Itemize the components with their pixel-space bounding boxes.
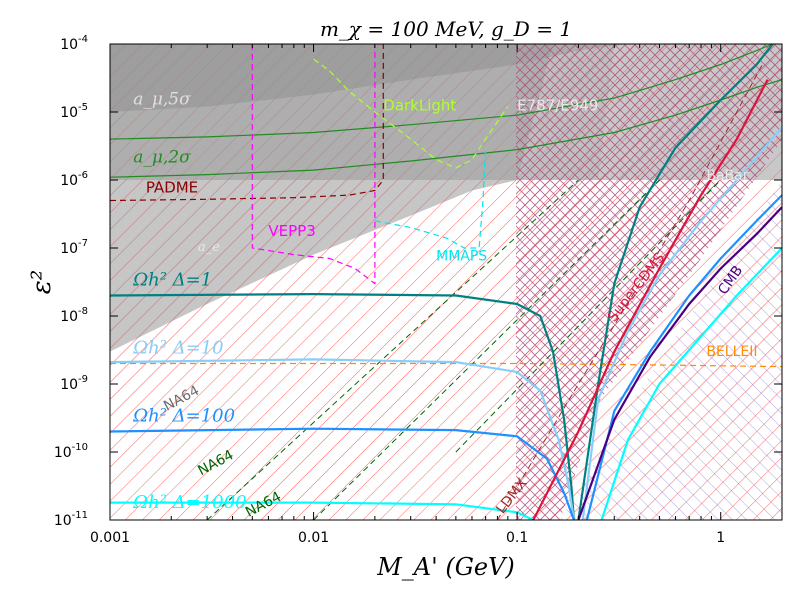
y-tick-exponent: -9 bbox=[78, 374, 88, 385]
plot-frame bbox=[109, 43, 783, 521]
label-a-e: a_e bbox=[198, 240, 220, 255]
y-tick-exponent: -10 bbox=[72, 442, 88, 453]
series-a-mu-2sigma-lower bbox=[110, 79, 782, 178]
y-tick-label: 10-10 bbox=[54, 442, 88, 461]
y-tick-exponent: -11 bbox=[72, 510, 88, 521]
series-na64-3 bbox=[455, 179, 722, 453]
label-omega-10: Ωh² Δ=10 bbox=[132, 338, 223, 359]
label-padme: PADME bbox=[146, 179, 198, 197]
y-tick-label: 10-8 bbox=[60, 306, 88, 325]
x-tick-label: 1 bbox=[716, 530, 725, 546]
series-omega-1000 bbox=[110, 501, 534, 520]
x-tick-label: 0.01 bbox=[298, 530, 329, 546]
series-omega-10 bbox=[110, 358, 575, 520]
x-tick-label: 0.001 bbox=[90, 530, 130, 546]
y-tick-exponent: -4 bbox=[78, 34, 88, 45]
x-axis-label: M_A' (GeV) bbox=[376, 553, 515, 581]
label-a-mu-5sigma: a_μ,5σ bbox=[133, 89, 191, 109]
label-darklight: DarkLight bbox=[383, 97, 456, 115]
series-omega-1000-right bbox=[600, 247, 782, 520]
label-e787: E787/E949 bbox=[517, 97, 598, 115]
series-mmaps bbox=[374, 147, 487, 249]
supercdms-hatch-region bbox=[560, 180, 782, 520]
label-babar: BaBar bbox=[706, 168, 748, 184]
plot-area: a_μ,5σ a_μ,2σ PADME DarkLight E787/E949 BaBar… bbox=[110, 44, 782, 520]
label-a-mu-2sigma: a_μ,2σ bbox=[133, 148, 191, 168]
label-mmaps: MMAPS bbox=[436, 249, 487, 265]
x-axis-ticks: 0.001 0.01 0.1 1 bbox=[90, 44, 783, 546]
y-tick-exponent: -8 bbox=[78, 306, 88, 317]
y-tick-exponent: -5 bbox=[78, 102, 88, 113]
ldmx-hatch-region bbox=[516, 44, 782, 520]
y-tick-label: 10-5 bbox=[60, 102, 88, 121]
x-tick-label: 0.1 bbox=[506, 530, 528, 546]
label-omega-1: Ωh² Δ=1 bbox=[132, 270, 212, 291]
series-omega-10-right bbox=[581, 126, 782, 520]
y-tick-label: 10-11 bbox=[54, 510, 88, 529]
series-supercdms bbox=[532, 79, 769, 520]
series-darklight bbox=[313, 58, 509, 169]
series-omega-1-right bbox=[577, 44, 774, 520]
label-omega-1000: Ωh² Δ=1000 bbox=[132, 492, 246, 513]
label-belleii: BELLEII bbox=[706, 344, 757, 360]
y-tick-label: 10-9 bbox=[60, 374, 88, 393]
series-vepp3 bbox=[251, 44, 376, 285]
series-cmb bbox=[577, 206, 782, 520]
y-tick-exponent: -6 bbox=[78, 170, 88, 181]
y-tick-label: 10-6 bbox=[60, 170, 88, 189]
y-tick-label: 10-4 bbox=[60, 34, 88, 53]
y-tick-label: 10-7 bbox=[60, 238, 88, 257]
chart-title: m_χ = 100 MeV, g_D = 1 bbox=[320, 17, 572, 41]
series-lines bbox=[110, 44, 782, 520]
y-tick-exponent: -7 bbox=[78, 238, 88, 249]
series-na64-1 bbox=[206, 179, 579, 520]
series-omega-100 bbox=[110, 427, 575, 520]
series-na64-2 bbox=[313, 179, 660, 520]
label-omega-100: Ωh² Δ=100 bbox=[132, 406, 235, 427]
series-omega-100-right bbox=[585, 194, 782, 520]
series-a-mu-2sigma-upper bbox=[110, 44, 773, 140]
series-ldmx bbox=[496, 64, 763, 520]
label-vepp3: VEPP3 bbox=[268, 222, 315, 240]
series-belleii bbox=[110, 362, 782, 368]
series-omega-1 bbox=[110, 292, 575, 520]
y-axis-label: ε² bbox=[27, 270, 57, 294]
